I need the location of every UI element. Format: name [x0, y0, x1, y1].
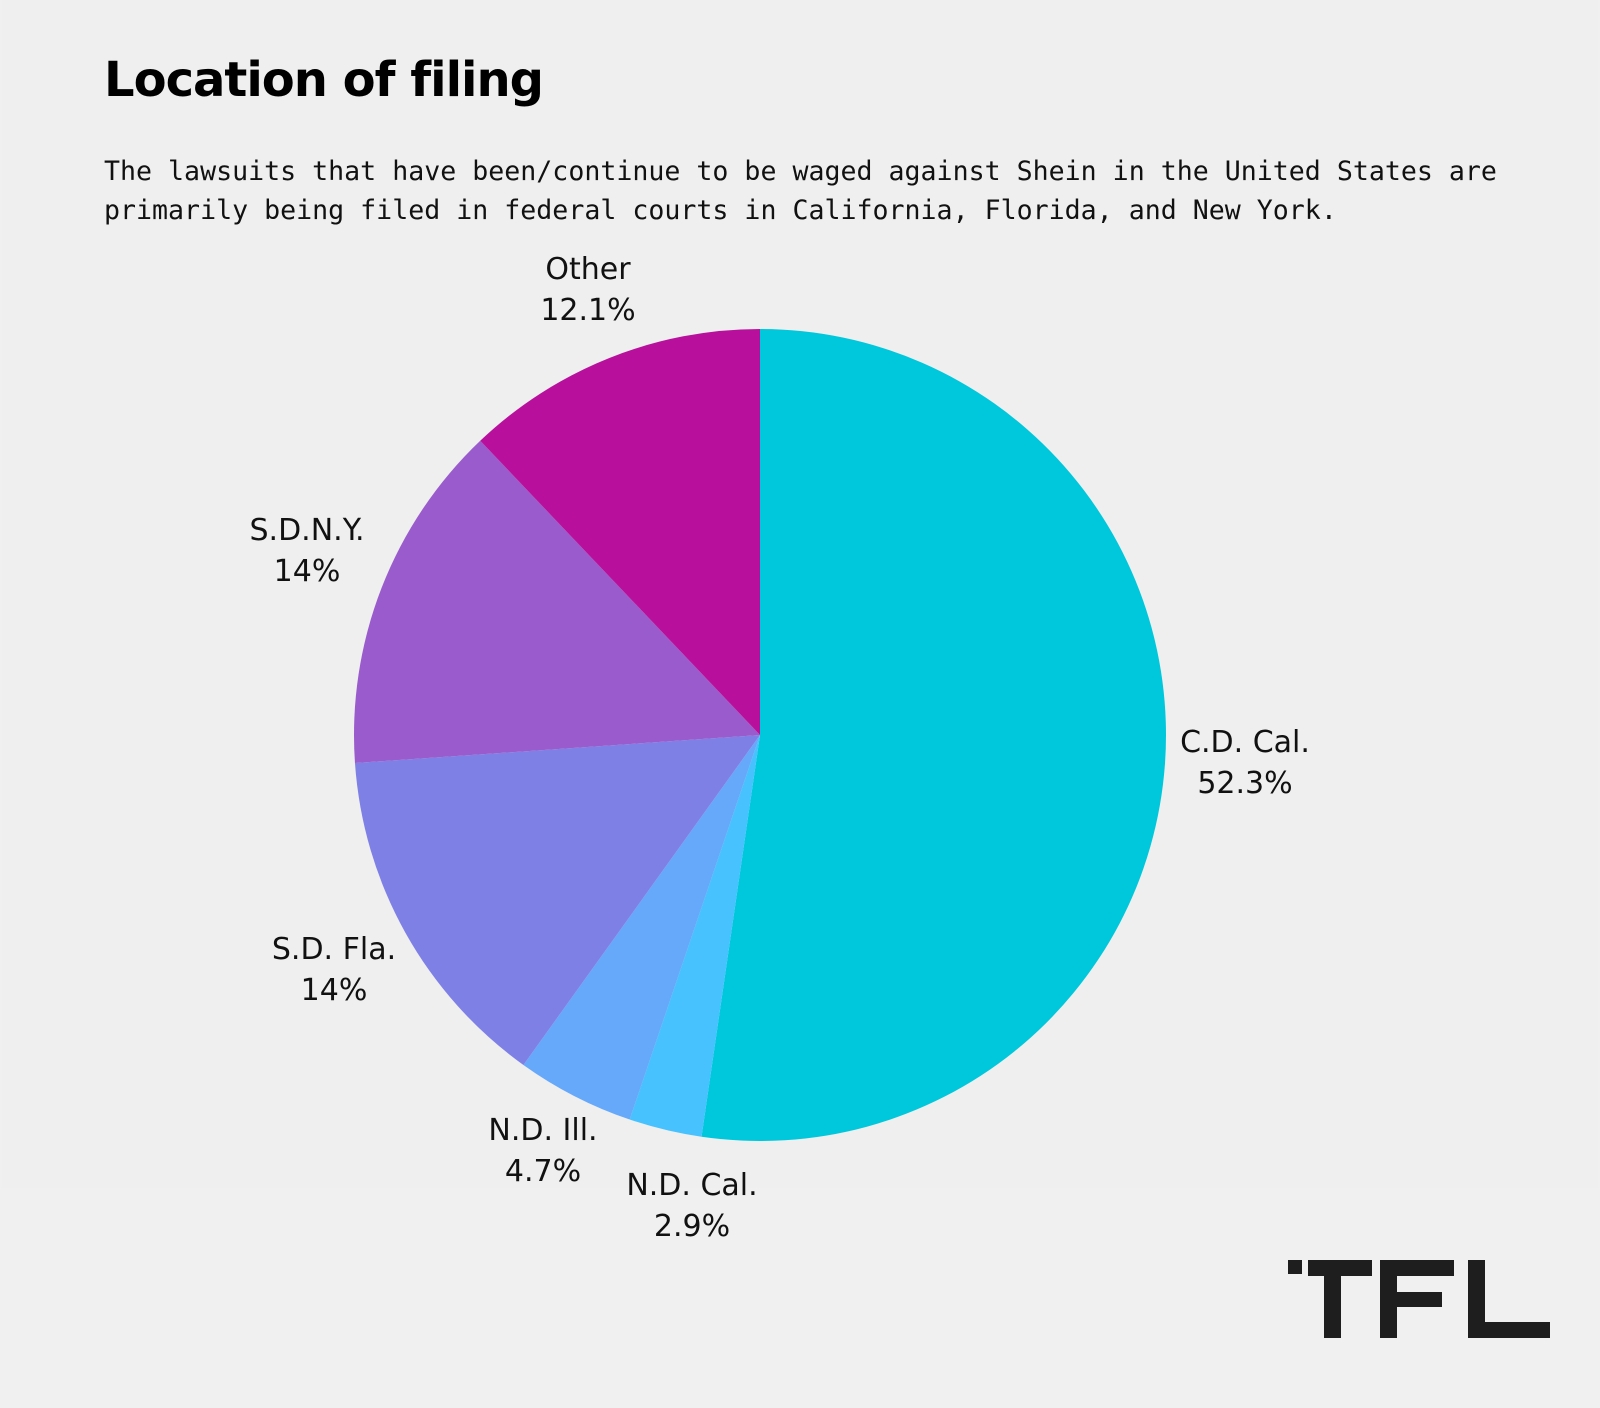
slice-value-n-d-ill: 4.7%	[505, 1154, 581, 1189]
slice-label-s-d-n-y: S.D.N.Y.	[250, 513, 365, 548]
pie-slice-n-d-cal	[629, 735, 760, 1137]
pie-slice-c-d-cal	[701, 329, 1166, 1141]
pie-slice-s-d-fla	[354, 735, 760, 1065]
chart-subtitle: The lawsuits that have been/continue to …	[104, 156, 1497, 226]
slice-value-s-d-fla: 14%	[301, 973, 368, 1008]
slice-label-n-d-cal: N.D. Cal.	[626, 1168, 757, 1203]
slice-value-s-d-n-y: 14%	[274, 554, 341, 589]
tfl-logo-mark	[1288, 1260, 1550, 1338]
slice-value-n-d-cal: 2.9%	[654, 1209, 730, 1244]
chart-title: Location of filing	[104, 52, 544, 108]
slice-value-c-d-cal: 52.3%	[1197, 766, 1292, 801]
slice-value-other: 12.1%	[540, 293, 635, 328]
pie-labels: C.D. Cal. 52.3% N.D. Cal. 2.9% N.D. Ill. 4.7%…	[250, 252, 1310, 1244]
slice-label-n-d-ill: N.D. Ill.	[488, 1113, 597, 1148]
slice-label-s-d-fla: S.D. Fla.	[272, 932, 396, 967]
tfl-logo	[1288, 1260, 1550, 1338]
pie-slice-n-d-ill	[523, 735, 760, 1120]
pie-slice-other	[480, 329, 760, 735]
slice-label-other: Other	[545, 252, 631, 287]
pie-slice-s-d-n-y	[354, 440, 760, 764]
pie-slices	[354, 329, 1166, 1141]
slice-label-c-d-cal: C.D. Cal.	[1180, 725, 1310, 760]
